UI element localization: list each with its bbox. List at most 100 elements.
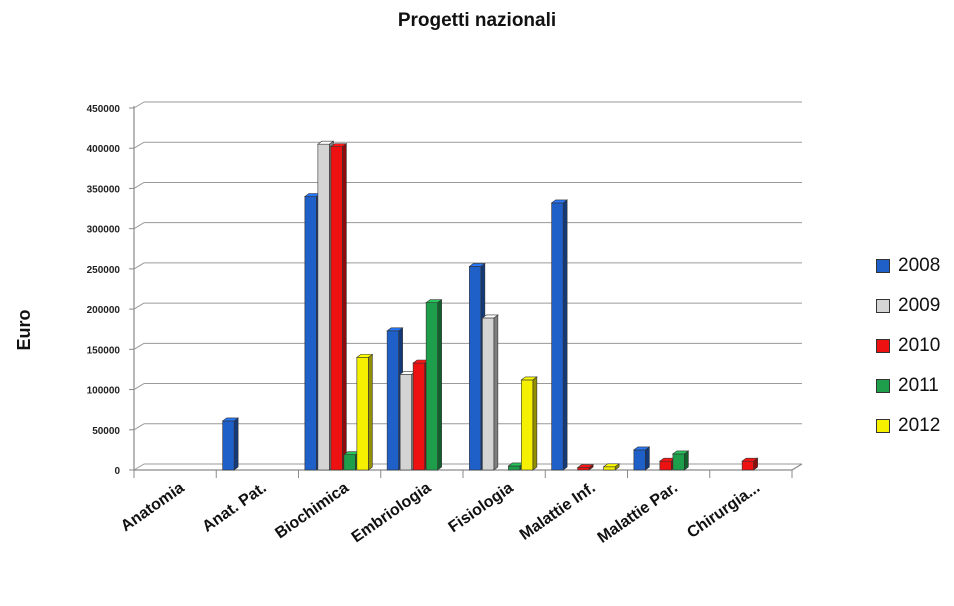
bar-top: [550, 199, 569, 204]
bar-side: [437, 299, 442, 471]
legend-swatch: [876, 299, 890, 313]
bars: [221, 140, 759, 471]
bar-top: [741, 457, 759, 462]
legend-item: 2010: [876, 326, 940, 366]
floor-edge: [791, 463, 803, 471]
legend-label: 2012: [898, 415, 941, 436]
bar-front: [343, 454, 356, 471]
legend-label: 2009: [898, 295, 941, 316]
legend-item: 2012: [876, 406, 940, 446]
bar-front: [521, 379, 534, 471]
legend-label: 2008: [898, 255, 941, 276]
bar: [481, 314, 499, 471]
bar-front: [356, 357, 369, 471]
x-tick-label: Fisiologia: [446, 479, 517, 536]
legend-swatch: [876, 259, 890, 273]
x-tick-label: Malattie Inf.: [517, 479, 599, 543]
y-tick-label: 450000: [87, 104, 121, 115]
bar-side: [562, 199, 568, 471]
bar: [671, 450, 690, 471]
bar-top: [602, 463, 621, 468]
x-tick-label: Biochimica: [272, 479, 352, 542]
bar: [602, 463, 621, 471]
gridline-diagonal: [133, 182, 145, 189]
gridline-diagonal: [133, 463, 145, 471]
bar: [221, 417, 240, 471]
bar-side: [233, 417, 239, 471]
gridline-diagonal: [133, 302, 145, 310]
y-tick-label: 100000: [87, 386, 121, 397]
bar: [329, 143, 348, 471]
x-tick-label: Embriologia: [349, 479, 435, 546]
bar-side: [368, 353, 373, 471]
bar-front: [551, 202, 564, 471]
bar-top: [329, 143, 348, 147]
gridline-diagonal: [133, 342, 145, 350]
bar: [632, 446, 651, 471]
x-tick-label: Chirurgia...: [684, 479, 763, 541]
y-tick-label: 50000: [92, 426, 120, 437]
bar-top: [425, 299, 443, 303]
bar-front: [603, 466, 616, 471]
bar-front: [317, 143, 330, 471]
bar: [576, 463, 595, 471]
legend-swatch: [876, 339, 890, 353]
x-tick-label: Malattie Par.: [595, 479, 681, 546]
bar-top: [576, 464, 595, 468]
bar-front: [633, 449, 646, 471]
bar-side: [645, 446, 650, 471]
y-tick-label: 0: [114, 466, 120, 477]
grid-lines: [133, 101, 802, 471]
bar-front: [330, 146, 343, 471]
y-tick-label: 350000: [87, 184, 121, 195]
bar-front: [469, 266, 482, 471]
bar-top: [316, 140, 335, 145]
bar-top: [632, 446, 651, 451]
y-axis-label: Euro: [14, 309, 34, 350]
bar: [355, 353, 374, 471]
x-tick-label: Anat. Pat.: [199, 479, 269, 535]
bar-front: [425, 302, 438, 471]
bar-front: [741, 460, 754, 471]
bar: [425, 299, 443, 471]
bar-top: [671, 450, 690, 455]
y-tick-label: 400000: [87, 144, 121, 155]
legend-swatch: [876, 419, 890, 433]
bar-top: [481, 314, 499, 319]
legend-item: 2011: [876, 366, 940, 406]
legend-swatch: [876, 379, 890, 393]
legend-label: 2011: [898, 375, 939, 396]
gridline-diagonal: [133, 141, 145, 149]
bar-top: [520, 376, 538, 381]
chart-title: Progetti nazionali: [397, 10, 557, 31]
bar: [520, 376, 538, 471]
bar-top: [386, 327, 404, 332]
gridline-diagonal: [133, 423, 145, 431]
tick-labels: 0 50000 100000 150000 200000 250000 300000 3500…: [87, 104, 764, 547]
bar-front: [482, 317, 495, 471]
bar-top: [355, 354, 374, 358]
legend-item: 2008: [876, 246, 940, 286]
chart-legend: 2008 2009 2010 2011 2012: [876, 246, 940, 446]
bar-front: [304, 196, 317, 471]
bar-front: [412, 362, 425, 471]
gridline-diagonal: [133, 383, 145, 390]
bar-front: [222, 420, 235, 471]
bar-front: [386, 330, 399, 471]
bar-front: [399, 373, 412, 471]
bar-front: [508, 465, 521, 471]
y-tick-label: 250000: [87, 265, 121, 276]
legend-label: 2010: [898, 335, 941, 356]
legend-item: 2009: [876, 286, 940, 326]
bar-front: [659, 460, 672, 471]
bar-side: [532, 376, 538, 471]
y-tick-label: 150000: [87, 345, 121, 356]
bar-top: [468, 263, 486, 267]
y-tick-label: 200000: [87, 305, 121, 316]
bar-top: [221, 417, 240, 422]
gridline-diagonal: [133, 101, 145, 109]
gridline-diagonal: [133, 222, 145, 230]
bar-side: [493, 314, 499, 471]
bar-side: [342, 143, 347, 471]
